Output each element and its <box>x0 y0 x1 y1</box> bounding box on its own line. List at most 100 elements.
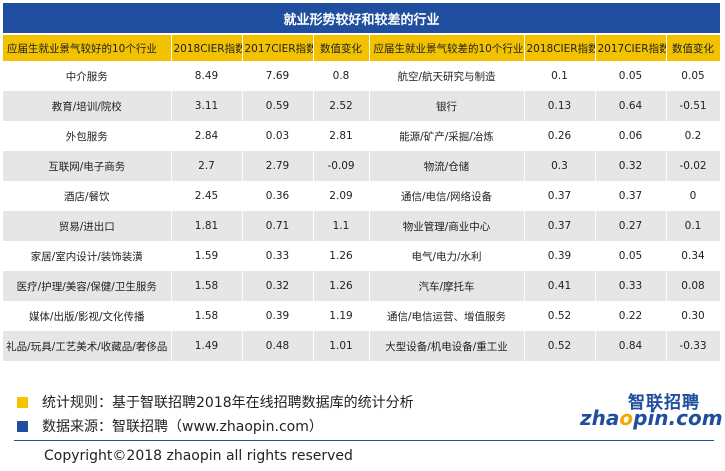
cell-good-2018: 8.49 <box>171 61 243 91</box>
header-good-change: 数值变化 <box>313 35 370 61</box>
logo-en-text: zhaopin.com <box>580 406 723 430</box>
cell-good-2017: 0.48 <box>242 331 314 361</box>
header-bad-2018: 2018CIER指数 <box>524 35 596 61</box>
cell-good-2018: 2.45 <box>171 181 243 211</box>
cell-bad-change: 0.05 <box>666 61 721 91</box>
cell-good-2017: 0.03 <box>242 121 314 151</box>
table-row: 外包服务 2.84 0.03 2.81 能源/矿产/采掘/冶炼 0.26 0.06 0.2 <box>3 121 721 151</box>
cell-good-change: 2.52 <box>313 91 370 121</box>
cell-good-industry: 礼品/玩具/工艺美术/收藏品/奢侈品 <box>3 331 172 361</box>
table-row: 酒店/餐饮 2.45 0.36 2.09 通信/电信/网络设备 0.37 0.37 0 <box>3 181 721 211</box>
cell-bad-industry: 汽车/摩托车 <box>369 271 525 301</box>
cell-bad-2018: 0.13 <box>524 91 596 121</box>
cell-bad-2017: 0.27 <box>595 211 667 241</box>
cell-good-2017: 0.71 <box>242 211 314 241</box>
cell-good-2018: 1.59 <box>171 241 243 271</box>
cell-good-change: 1.19 <box>313 301 370 331</box>
cell-bad-industry: 大型设备/机电设备/重工业 <box>369 331 525 361</box>
header-good-2018: 2018CIER指数 <box>171 35 243 61</box>
cell-bad-change: 0 <box>666 181 721 211</box>
header-bad-change: 数值变化 <box>666 35 721 61</box>
cell-good-2017: 0.39 <box>242 301 314 331</box>
cell-good-change: 2.81 <box>313 121 370 151</box>
cell-bad-change: -0.51 <box>666 91 721 121</box>
zhaopin-logo: 智联招聘 zhaopin.com <box>580 388 723 436</box>
cell-bad-change: -0.02 <box>666 151 721 181</box>
table-title: 就业形势较好和较差的行业 <box>3 3 720 33</box>
blue-square-icon <box>17 420 28 432</box>
cell-good-2017: 0.59 <box>242 91 314 121</box>
cell-good-2017: 0.33 <box>242 241 314 271</box>
table-row: 医疗/护理/美容/保健/卫生服务 1.58 0.32 1.26 汽车/摩托车 0.41 0.… <box>3 271 721 301</box>
cell-bad-industry: 能源/矿产/采掘/冶炼 <box>369 121 525 151</box>
industry-table: 应届生就业景气较好的10个行业 2018CIER指数 2017CIER指数 数值… <box>3 35 721 361</box>
cell-good-2018: 1.81 <box>171 211 243 241</box>
cell-good-2017: 2.79 <box>242 151 314 181</box>
cell-bad-change: -0.33 <box>666 331 721 361</box>
stat-rule-note: 统计规则：基于智联招聘2018年在线招聘数据库的统计分析 <box>17 392 414 412</box>
cell-bad-2017: 0.33 <box>595 271 667 301</box>
cell-bad-2018: 0.26 <box>524 121 596 151</box>
cell-good-change: 1.26 <box>313 271 370 301</box>
cell-good-industry: 媒体/出版/影视/文化传播 <box>3 301 172 331</box>
data-source-text: 数据来源：智联招聘（www.zhaopin.com） <box>42 419 323 435</box>
cell-good-change: 1.1 <box>313 211 370 241</box>
cell-bad-industry: 航空/航天研究与制造 <box>369 61 525 91</box>
cell-bad-2018: 0.1 <box>524 61 596 91</box>
cell-good-2017: 0.36 <box>242 181 314 211</box>
cell-bad-change: 0.1 <box>666 211 721 241</box>
cell-good-change: 1.26 <box>313 241 370 271</box>
cell-bad-change: 0.30 <box>666 301 721 331</box>
cell-good-2018: 3.11 <box>171 91 243 121</box>
footer: 统计规则：基于智联招聘2018年在线招聘数据库的统计分析 数据来源：智联招聘（w… <box>0 388 725 471</box>
cell-bad-2018: 0.37 <box>524 211 596 241</box>
cell-bad-change: 0.34 <box>666 241 721 271</box>
cell-good-2018: 1.49 <box>171 331 243 361</box>
cell-bad-2018: 0.52 <box>524 331 596 361</box>
cell-bad-2017: 0.84 <box>595 331 667 361</box>
cell-good-change: -0.09 <box>313 151 370 181</box>
cell-bad-2018: 0.41 <box>524 271 596 301</box>
cell-good-2017: 0.32 <box>242 271 314 301</box>
yellow-square-icon <box>17 396 28 408</box>
stat-rule-text: 统计规则：基于智联招聘2018年在线招聘数据库的统计分析 <box>42 395 414 411</box>
cell-bad-2018: 0.39 <box>524 241 596 271</box>
cell-good-industry: 外包服务 <box>3 121 172 151</box>
cell-good-industry: 教育/培训/院校 <box>3 91 172 121</box>
cell-bad-2018: 0.3 <box>524 151 596 181</box>
cell-good-change: 1.01 <box>313 331 370 361</box>
cell-good-2018: 1.58 <box>171 301 243 331</box>
cell-bad-2018: 0.37 <box>524 181 596 211</box>
table-row: 教育/培训/院校 3.11 0.59 2.52 银行 0.13 0.64 -0.51 <box>3 91 721 121</box>
cell-good-2018: 2.84 <box>171 121 243 151</box>
header-bad-2017: 2017CIER指数 <box>595 35 667 61</box>
cell-bad-industry: 通信/电信/网络设备 <box>369 181 525 211</box>
logo-cn-text: 智联招聘 <box>628 393 700 413</box>
cell-bad-2017: 0.22 <box>595 301 667 331</box>
cell-bad-industry: 电气/电力/水利 <box>369 241 525 271</box>
cell-good-change: 0.8 <box>313 61 370 91</box>
table-row: 中介服务 8.49 7.69 0.8 航空/航天研究与制造 0.1 0.05 0.05 <box>3 61 721 91</box>
copyright-text: Copyright©2018 zhaopin all rights reserv… <box>44 448 353 464</box>
cell-bad-2017: 0.05 <box>595 241 667 271</box>
cell-good-industry: 酒店/餐饮 <box>3 181 172 211</box>
data-source-note: 数据来源：智联招聘（www.zhaopin.com） <box>17 416 323 436</box>
cell-bad-2018: 0.52 <box>524 301 596 331</box>
cell-good-industry: 医疗/护理/美容/保健/卫生服务 <box>3 271 172 301</box>
header-good-industry: 应届生就业景气较好的10个行业 <box>3 35 172 61</box>
cell-good-industry: 家居/室内设计/装饰装潢 <box>3 241 172 271</box>
cell-good-industry: 贸易/进出口 <box>3 211 172 241</box>
footer-divider <box>14 440 714 441</box>
cell-bad-2017: 0.32 <box>595 151 667 181</box>
cell-bad-industry: 通信/电信运营、增值服务 <box>369 301 525 331</box>
cell-bad-2017: 0.64 <box>595 91 667 121</box>
cell-bad-industry: 物业管理/商业中心 <box>369 211 525 241</box>
header-bad-industry: 应届生就业景气较差的10个行业 <box>369 35 525 61</box>
cell-bad-industry: 银行 <box>369 91 525 121</box>
cell-bad-change: 0.2 <box>666 121 721 151</box>
table-header-row: 应届生就业景气较好的10个行业 2018CIER指数 2017CIER指数 数值… <box>3 35 721 61</box>
table-row: 互联网/电子商务 2.7 2.79 -0.09 物流/仓储 0.3 0.32 -0.02 <box>3 151 721 181</box>
cell-bad-2017: 0.06 <box>595 121 667 151</box>
cell-bad-industry: 物流/仓储 <box>369 151 525 181</box>
cell-good-2017: 7.69 <box>242 61 314 91</box>
